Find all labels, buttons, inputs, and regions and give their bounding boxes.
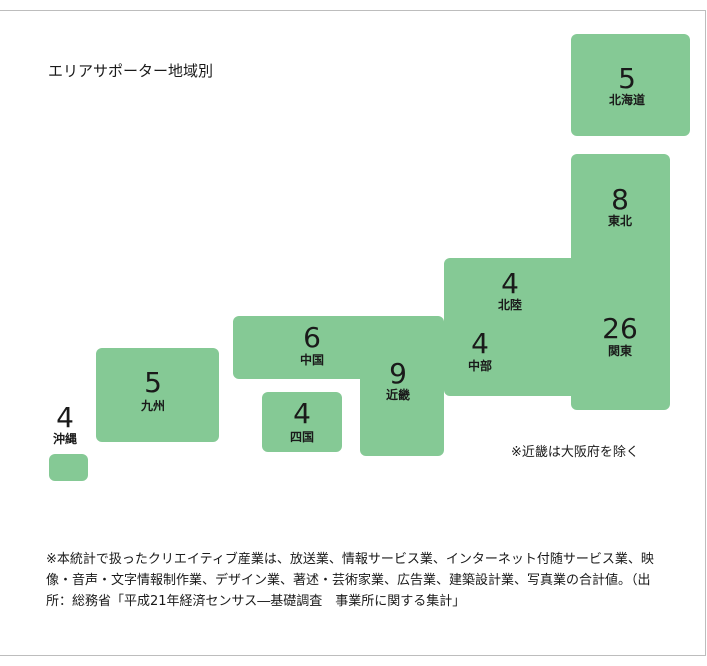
region-count-okinawa: 4 <box>56 401 74 434</box>
region-name-kyushu: 九州 <box>140 399 165 413</box>
region-count-hokkaido: 5 <box>618 62 636 95</box>
region-shape-hokkaido <box>571 34 690 136</box>
region-shape-kinki <box>360 316 444 456</box>
region-name-kanto: 関東 <box>607 344 632 358</box>
region-name-chugoku: 中国 <box>299 353 324 367</box>
region-shape-tohoku-kanto <box>571 154 670 410</box>
region-count-kyushu: 5 <box>144 366 162 399</box>
region-name-hokuriku: 北陸 <box>497 298 522 312</box>
region-count-shikoku: 4 <box>293 397 311 430</box>
region-name-hokkaido: 北海道 <box>608 93 645 107</box>
kinki-note: ※近畿は大阪府を除く <box>511 445 639 460</box>
region-shape-chugoku <box>233 316 380 379</box>
region-count-kanto: 26 <box>602 312 638 345</box>
region-name-chubu: 中部 <box>467 359 492 373</box>
panel-frame <box>0 10 706 656</box>
region-count-tohoku: 8 <box>611 183 629 216</box>
region-name-tohoku: 東北 <box>607 214 632 228</box>
region-count-kinki: 9 <box>389 357 407 390</box>
footnote: ※本統計で扱ったクリエイティブ産業は、放送業、情報サービス業、インターネット付随… <box>46 552 654 609</box>
region-count-chugoku: 6 <box>303 321 321 354</box>
region-shape-kyushu <box>96 348 219 442</box>
region-shape-shikoku <box>262 392 342 452</box>
chart-title: エリアサポーター地域別 <box>48 62 214 80</box>
region-shape-okinawa <box>49 454 88 481</box>
region-name-okinawa: 沖縄 <box>52 432 77 446</box>
region-name-shikoku: 四国 <box>289 430 314 444</box>
region-count-chubu: 4 <box>471 327 489 360</box>
region-shape-hokuriku-chubu <box>444 258 593 396</box>
region-name-kinki: 近畿 <box>385 388 410 402</box>
region-count-hokuriku: 4 <box>501 267 519 300</box>
